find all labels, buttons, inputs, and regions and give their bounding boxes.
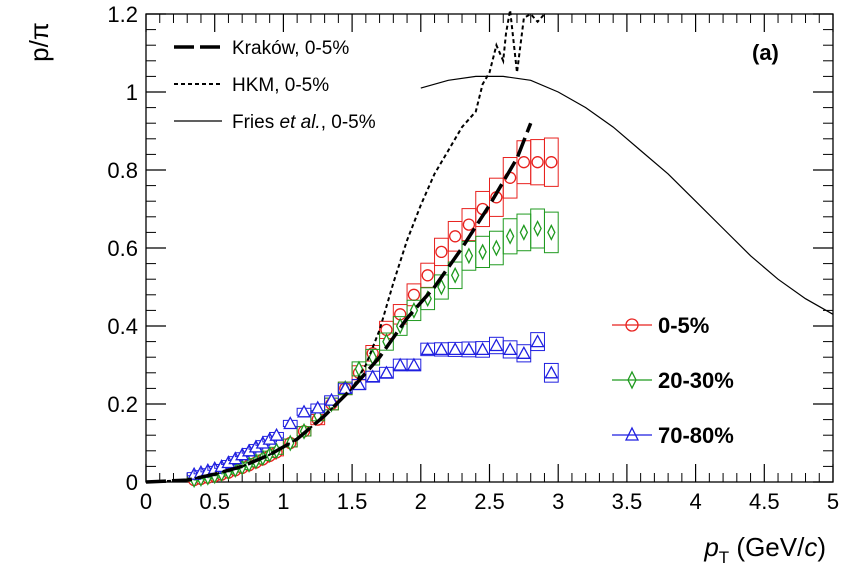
y-axis-title: p/π	[24, 22, 54, 62]
systematic-box	[543, 362, 559, 383]
series-layer	[186, 137, 559, 489]
systematic-box	[434, 237, 449, 267]
x-tick-label: 0.5	[199, 489, 230, 514]
x-tick-label: 1.5	[337, 489, 368, 514]
data-point	[310, 400, 325, 414]
x-tick-label: 3.5	[612, 489, 643, 514]
curve-Fries et al., 0-5%	[420, 75, 834, 315]
legend-20-30-marker	[627, 370, 637, 390]
curve-HKM, 0-5%	[145, 9, 546, 483]
y-tick-label: 0.4	[107, 314, 138, 339]
legend-70-80-label: 70-80%	[658, 423, 734, 448]
data-point	[421, 269, 434, 282]
y-tick-label: 0	[126, 470, 138, 495]
data-point	[475, 342, 490, 356]
x-tick-label: 1	[277, 489, 289, 514]
data-point	[461, 342, 476, 356]
legend-data: 0-5% 20-30% 70-80%	[612, 313, 734, 448]
data-point	[545, 156, 558, 169]
data-point	[519, 223, 529, 241]
data-point	[489, 338, 504, 352]
data-point	[530, 334, 545, 348]
curve-Kraków, 0-5%	[145, 122, 533, 484]
systematic-box	[379, 332, 394, 351]
x-tick-label: 2.5	[474, 489, 505, 514]
y-tick-label: 1.2	[107, 2, 138, 27]
data-point	[420, 342, 435, 356]
data-point	[531, 156, 544, 169]
systematic-box	[530, 332, 545, 352]
x-tick-label: 4	[689, 489, 701, 514]
data-point	[296, 404, 312, 418]
data-point	[464, 247, 474, 265]
data-point	[365, 369, 380, 383]
x-tick-label: 3	[552, 489, 564, 514]
legend-0-5-label: 0-5%	[658, 313, 709, 338]
y-tick-label: 0.8	[107, 158, 138, 183]
systematic-box	[447, 261, 463, 290]
data-point	[407, 288, 421, 301]
y-tick-label: 0.2	[107, 392, 138, 417]
data-point	[505, 227, 515, 245]
curve-layer	[145, 9, 834, 484]
legend-hkm-label: HKM, 0-5%	[232, 75, 329, 96]
data-point	[393, 357, 408, 371]
x-axis-title: pT (GeV/c)	[703, 532, 826, 567]
series-70-80%	[186, 332, 559, 480]
data-point	[503, 342, 518, 356]
data-point	[283, 416, 298, 430]
data-point	[462, 218, 476, 231]
panel-label: (a)	[752, 40, 779, 65]
data-point	[437, 278, 446, 296]
y-tick-label: 0.6	[107, 236, 138, 261]
systematic-box	[516, 344, 532, 363]
data-point	[435, 245, 448, 259]
systematic-box	[543, 137, 559, 187]
data-point	[544, 365, 559, 379]
legend-kraków-label: Kraków, 0-5%	[232, 38, 349, 59]
data-point	[516, 345, 531, 359]
systematic-box	[406, 299, 422, 322]
data-point	[533, 220, 542, 237]
legend-20-30-label: 20-30%	[658, 368, 734, 393]
series-0-5%	[186, 137, 559, 487]
data-point	[269, 427, 284, 441]
axes: 0 0.5 1 1.5 2 2.5 3 3.5 4 4.5 5 0 0.2 0.4 0.6 0.8 1 1.2	[107, 2, 839, 514]
data-point	[406, 357, 422, 371]
x-tick-label: 5	[827, 489, 839, 514]
x-tick-label: 2	[415, 489, 427, 514]
legend-fries-label: Fries et al., 0-5%	[232, 112, 376, 133]
systematic-box	[543, 211, 559, 254]
data-point	[434, 342, 449, 356]
legend-0-5-marker	[625, 318, 639, 332]
x-tick-label: 0	[140, 489, 152, 514]
data-point	[448, 342, 463, 356]
data-point	[450, 266, 460, 284]
systematic-box	[392, 316, 408, 336]
data-point	[324, 392, 339, 406]
data-point	[492, 239, 501, 257]
data-point	[517, 156, 530, 169]
legend-70-80-marker	[624, 426, 640, 441]
legend-models: Kraków, 0-5% HKM, 0-5% Fries et al., 0-5…	[174, 38, 376, 133]
data-point	[478, 243, 487, 261]
x-tick-label: 4.5	[749, 489, 780, 514]
data-point	[379, 365, 394, 379]
data-point	[448, 230, 462, 243]
data-point	[547, 223, 556, 241]
y-tick-label: 1	[126, 80, 138, 105]
